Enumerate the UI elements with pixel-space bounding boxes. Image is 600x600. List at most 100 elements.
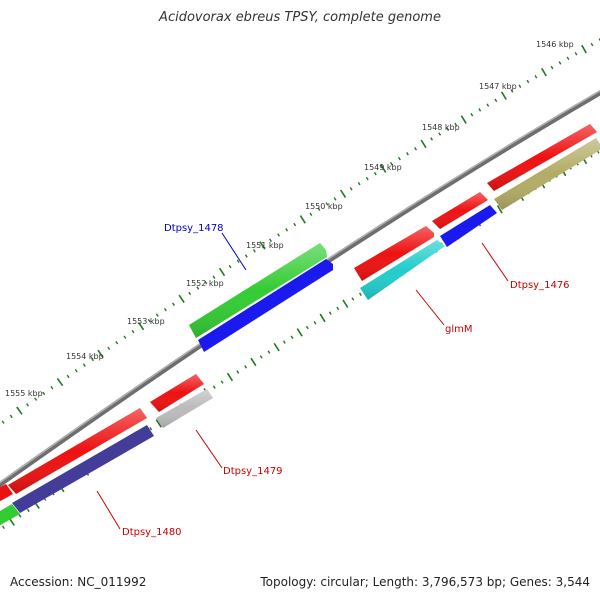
- ruler-major-tick: [218, 267, 226, 277]
- ruler-minor-tick: [349, 187, 353, 191]
- ruler-minor-tick: [155, 313, 159, 317]
- ruler-label-1554: 1554 kbp: [66, 352, 104, 361]
- ruler-minor-tick: [149, 427, 153, 431]
- ruler-minor-tick: [107, 346, 111, 350]
- label-dtpsy-1480[interactable]: Dtpsy_1480: [122, 527, 182, 538]
- ruler-minor-tick: [333, 197, 337, 201]
- ruler-minor-tick: [478, 108, 482, 112]
- gene-red-edge[interactable]: [0, 484, 13, 504]
- ruler-minor-tick: [566, 56, 570, 61]
- map-title: Acidovorax ebreus TPSY, complete genome: [159, 10, 441, 25]
- ruler-minor-tick: [373, 171, 377, 176]
- ruler-minor-tick: [494, 98, 498, 103]
- ruler-minor-tick: [91, 357, 94, 362]
- ruler-minor-tick: [351, 297, 355, 301]
- ruler-minor-tick: [328, 311, 332, 315]
- ruler-minor-tick: [163, 308, 167, 312]
- ruler-major-tick: [259, 241, 266, 250]
- ruler-minor-tick: [42, 391, 46, 396]
- ruler-major-tick: [178, 294, 185, 303]
- ruler-major-tick: [420, 139, 427, 149]
- ruler-minor-tick: [285, 228, 289, 232]
- ruler-major-tick: [380, 164, 387, 173]
- ruler-minor-tick: [252, 249, 256, 253]
- ruler-label-1551: 1551 kbp: [246, 241, 284, 250]
- ruler-major-tick: [16, 406, 23, 415]
- gene-green-edge[interactable]: [0, 504, 20, 528]
- ruler-minor-tick: [236, 259, 240, 263]
- ruler-minor-tick: [259, 355, 263, 359]
- ruler-major-tick: [296, 328, 303, 337]
- ruler-minor-tick: [365, 176, 369, 181]
- ruler-major-tick: [56, 377, 64, 387]
- ruler-major-tick: [319, 313, 326, 323]
- ruler-minor-tick: [18, 514, 22, 518]
- ruler-minor-tick: [305, 325, 309, 330]
- ruler-minor-tick: [26, 403, 29, 407]
- ruler-minor-tick: [244, 365, 248, 369]
- ruler-minor-tick: [277, 233, 280, 237]
- ruler-minor-tick: [598, 38, 600, 42]
- ruler-minor-tick: [526, 79, 530, 84]
- ruler-minor-tick: [212, 275, 216, 279]
- ruler-minor-tick: [309, 212, 313, 216]
- ruler-minor-tick: [34, 397, 38, 401]
- reverse-strand: [0, 138, 600, 528]
- ruler-major-tick: [500, 91, 507, 100]
- gene-forward-blue[interactable]: [198, 259, 333, 352]
- ruler-minor-tick: [313, 321, 317, 325]
- label-glmM[interactable]: glmM: [445, 324, 473, 335]
- ruler-minor-tick: [389, 161, 393, 166]
- ruler-minor-tick: [430, 137, 434, 141]
- ruler-minor-tick: [188, 291, 192, 296]
- label-dtpsy-1479[interactable]: Dtpsy_1479: [223, 466, 283, 477]
- ruler-minor-tick: [359, 292, 362, 296]
- ruler-major-tick: [460, 115, 467, 124]
- ruler-minor-tick: [550, 65, 554, 70]
- ruler-minor-tick: [282, 340, 286, 344]
- ruler-minor-tick: [74, 368, 78, 373]
- ruler-major-tick: [541, 67, 547, 77]
- gene-dtpsy-1480[interactable]: [12, 425, 154, 513]
- ruler-minor-tick: [26, 508, 30, 513]
- ruler-minor-tick: [236, 370, 240, 374]
- label-dtpsy-1476[interactable]: Dtpsy_1476: [510, 280, 570, 291]
- ruler-label-1553: 1553 kbp: [127, 317, 165, 326]
- ruler-minor-tick: [131, 329, 135, 334]
- ruler-minor-tick: [147, 318, 151, 323]
- ruler-major-tick: [496, 205, 503, 214]
- ruler-minor-tick: [590, 42, 594, 47]
- ruler-minor-tick: [486, 103, 490, 107]
- ruler-major-tick: [250, 357, 257, 367]
- ruler-labels: 1546 kbp 1547 kbp 1548 kbp 1549 kbp 1550…: [5, 40, 574, 398]
- gene-dtpsy-1476[interactable]: [440, 205, 497, 247]
- ruler-major-tick: [581, 44, 587, 54]
- ruler-minor-tick: [267, 350, 271, 354]
- ruler-major-tick: [340, 189, 347, 199]
- outer-ruler-ticks: [1, 38, 600, 424]
- ruler-minor-tick: [244, 254, 248, 258]
- ruler-label-1547: 1547 kbp: [479, 82, 517, 91]
- ruler-major-tick: [155, 419, 162, 428]
- ruler-minor-tick: [220, 380, 224, 384]
- genome-summary-text: Topology: circular; Length: 3,796,573 bp…: [260, 575, 590, 589]
- ruler-minor-tick: [446, 127, 450, 131]
- ruler-minor-tick: [317, 207, 321, 211]
- ruler-minor-tick: [336, 306, 340, 311]
- ruler-major-tick: [342, 299, 349, 308]
- ruler-minor-tick: [66, 374, 70, 379]
- ruler-minor-tick: [454, 122, 458, 127]
- ruler-minor-tick: [325, 202, 329, 206]
- ruler-minor-tick: [534, 75, 538, 79]
- label-dtpsy-1478[interactable]: Dtpsy_1478: [164, 223, 224, 234]
- ruler-minor-tick: [398, 156, 401, 161]
- callout-lines: [96, 232, 509, 530]
- ruler-minor-tick: [82, 363, 86, 367]
- ruler-minor-tick: [212, 385, 216, 389]
- ruler-minor-tick: [228, 264, 232, 269]
- ruler-label-1546: 1546 kbp: [536, 40, 574, 49]
- ruler-minor-tick: [290, 335, 294, 339]
- gene-labels: Dtpsy_1478 Dtpsy_1476 glmM Dtpsy_1479 Dt…: [122, 223, 570, 538]
- accession-text: Accession: NC_011992: [10, 575, 147, 589]
